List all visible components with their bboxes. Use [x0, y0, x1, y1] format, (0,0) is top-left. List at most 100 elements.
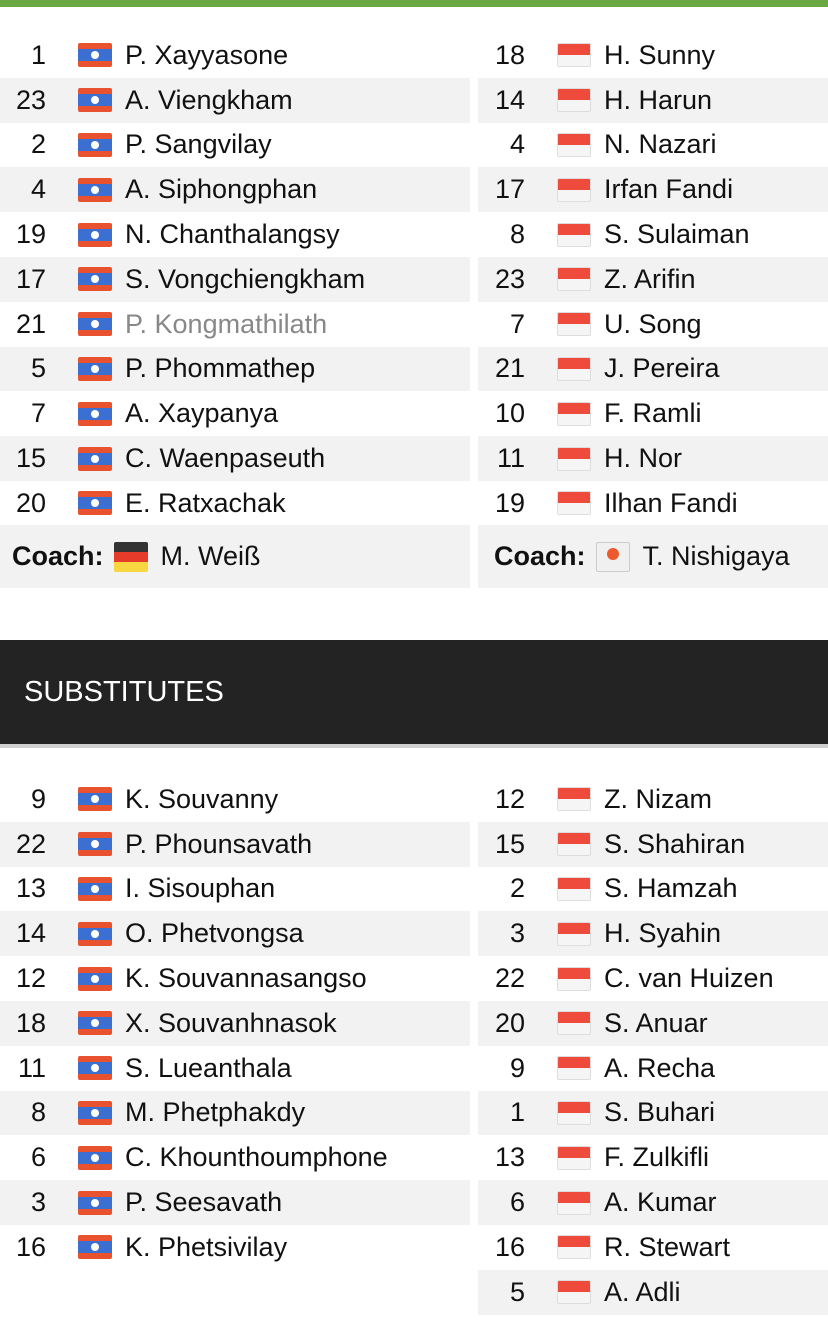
shirt-number: 21: [15, 308, 46, 339]
player-name[interactable]: F. Ramli: [604, 398, 702, 429]
player-row: 18 H. Sunny: [478, 33, 828, 78]
player-name[interactable]: A. Recha: [604, 1052, 716, 1083]
laos-flag-icon: [78, 921, 112, 946]
player-name[interactable]: P. Kongmathilath: [125, 308, 328, 339]
player-name[interactable]: J. Pereira: [604, 353, 720, 384]
player-name[interactable]: H. Nor: [604, 443, 683, 474]
player-name[interactable]: A. Kumar: [604, 1187, 717, 1218]
shirt-number: 20: [15, 487, 46, 518]
player-row: 13 F. Zulkifli: [478, 1135, 828, 1180]
away-substitutes: 12 Z. Nizam 15 S. Shahiran 2 S. Hamzah 3 H. Sya…: [478, 777, 828, 1315]
player-row: 21 P. Kongmathilath: [0, 302, 470, 347]
top-accent-bar: [0, 0, 828, 7]
shirt-number: 17: [15, 263, 46, 294]
shirt-number: 7: [509, 308, 525, 339]
player-row: 1 S. Buhari: [478, 1090, 828, 1136]
player-name[interactable]: N. Chanthalangsy: [125, 219, 340, 250]
player-row: 16 K. Phetsivilay: [0, 1225, 470, 1270]
shirt-number: 9: [509, 1052, 525, 1083]
player-name[interactable]: K. Souvannasangso: [125, 963, 367, 994]
singapore-flag-icon: [557, 1145, 591, 1170]
player-name[interactable]: R. Stewart: [604, 1231, 731, 1262]
player-name[interactable]: Irfan Fandi: [604, 174, 734, 205]
singapore-flag-icon: [557, 921, 591, 946]
coaches-row: Coach: M. Weiß Coach: T. Nishigaya: [0, 525, 828, 588]
player-row: 14 O. Phetvongsa: [0, 911, 470, 957]
player-name[interactable]: P. Xayyasone: [125, 39, 289, 70]
player-name[interactable]: X. Souvanhnasok: [125, 1007, 337, 1038]
home-coach-name[interactable]: M. Weiß: [160, 541, 261, 571]
player-name[interactable]: K. Phetsivilay: [125, 1231, 288, 1262]
player-name[interactable]: C. Khounthoumphone: [125, 1142, 388, 1173]
home-coach: Coach: M. Weiß: [0, 525, 470, 588]
shirt-number: 15: [15, 443, 46, 474]
away-coach-name[interactable]: T. Nishigaya: [642, 541, 790, 571]
player-name[interactable]: P. Phounsavath: [125, 828, 313, 859]
player-name[interactable]: H. Sunny: [604, 39, 716, 70]
substitutes-title: SUBSTITUTES: [24, 675, 224, 708]
player-name[interactable]: Z. Arifin: [604, 263, 696, 294]
shirt-number: 22: [494, 963, 525, 994]
player-name[interactable]: P. Phommathep: [125, 353, 316, 384]
player-name[interactable]: I. Sisouphan: [125, 873, 276, 904]
germany-flag-icon: [113, 541, 148, 572]
player-name[interactable]: F. Zulkifli: [604, 1142, 710, 1173]
singapore-flag-icon: [557, 491, 591, 516]
player-name[interactable]: C. van Huizen: [604, 963, 774, 994]
player-name[interactable]: Z. Nizam: [604, 783, 712, 814]
laos-flag-icon: [78, 1011, 112, 1036]
player-name[interactable]: S. Anuar: [604, 1007, 708, 1038]
substitutes-lists: 9 K. Souvanny 22 P. Phounsavath 13 I. Sisouph…: [0, 777, 828, 1315]
player-name[interactable]: O. Phetvongsa: [125, 918, 304, 949]
shirt-number: 13: [494, 1142, 525, 1173]
player-name[interactable]: S. Hamzah: [604, 873, 738, 904]
player-name[interactable]: K. Souvanny: [125, 783, 279, 814]
player-name[interactable]: S. Vongchiengkham: [125, 263, 366, 294]
player-name[interactable]: Ilhan Fandi: [604, 487, 738, 518]
player-row: 22 P. Phounsavath: [0, 821, 470, 867]
player-row: 15 S. Shahiran: [478, 821, 828, 867]
player-name[interactable]: H. Syahin: [604, 918, 722, 949]
starting-lineups: 1 P. Xayyasone 23 A. Viengkham 2 P. Sangvilay…: [0, 33, 828, 526]
laos-flag-icon: [78, 267, 112, 292]
laos-flag-icon: [78, 88, 112, 113]
player-name[interactable]: S. Lueanthala: [125, 1052, 292, 1083]
player-name[interactable]: P. Sangvilay: [125, 129, 272, 160]
singapore-flag-icon: [557, 446, 591, 471]
laos-flag-icon: [78, 1235, 112, 1260]
laos-flag-icon: [78, 1100, 112, 1125]
laos-flag-icon: [78, 446, 112, 471]
singapore-flag-icon: [557, 966, 591, 991]
player-row: 5 A. Adli: [478, 1269, 828, 1315]
player-name[interactable]: C. Waenpaseuth: [125, 443, 326, 474]
player-row: 6 C. Khounthoumphone: [0, 1135, 470, 1180]
shirt-number: 15: [494, 828, 525, 859]
laos-flag-icon: [78, 132, 112, 157]
player-name[interactable]: S. Buhari: [604, 1097, 716, 1128]
coach-label: Coach:: [12, 541, 104, 571]
player-name[interactable]: P. Seesavath: [125, 1187, 283, 1218]
singapore-flag-icon: [557, 267, 591, 292]
shirt-number: 9: [30, 783, 46, 814]
player-row: 22 C. van Huizen: [478, 956, 828, 1001]
player-name[interactable]: A. Adli: [604, 1276, 681, 1307]
player-name[interactable]: S. Sulaiman: [604, 219, 750, 250]
shirt-number: 5: [30, 353, 46, 384]
player-name[interactable]: U. Song: [604, 308, 702, 339]
player-name[interactable]: A. Viengkham: [125, 84, 293, 115]
player-row: 13 I. Sisouphan: [0, 867, 470, 912]
laos-flag-icon: [78, 787, 112, 812]
player-name[interactable]: N. Nazari: [604, 129, 717, 160]
player-row: 4 N. Nazari: [478, 123, 828, 168]
player-row: 14 H. Harun: [478, 77, 828, 123]
player-row: 20 E. Ratxachak: [0, 481, 470, 526]
player-name[interactable]: M. Phetphakdy: [125, 1097, 306, 1128]
laos-flag-icon: [78, 177, 112, 202]
player-name[interactable]: A. Siphongphan: [125, 174, 318, 205]
player-name[interactable]: S. Shahiran: [604, 828, 746, 859]
laos-flag-icon: [78, 356, 112, 381]
laos-flag-icon: [78, 491, 112, 516]
player-name[interactable]: H. Harun: [604, 84, 713, 115]
player-name[interactable]: E. Ratxachak: [125, 487, 286, 518]
player-name[interactable]: A. Xaypanya: [125, 398, 279, 429]
